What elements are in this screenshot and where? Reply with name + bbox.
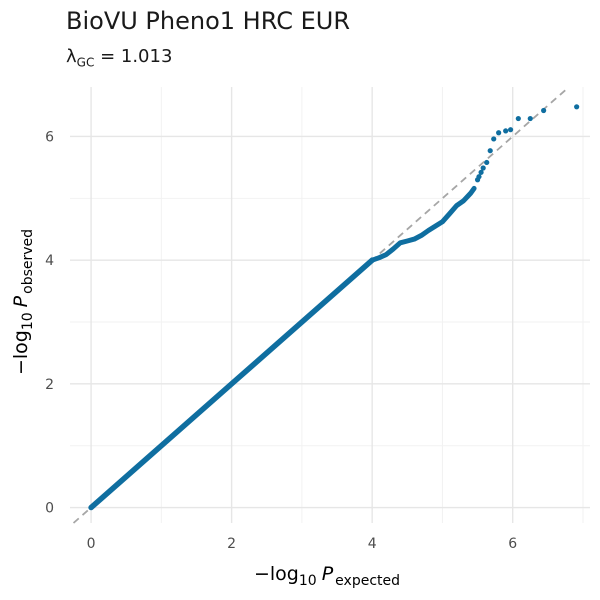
lambda-value: 1.013	[120, 46, 173, 67]
x-axis-title-prefix: −log	[254, 563, 299, 585]
x-axis-title-sub: expected	[335, 573, 400, 589]
lambda-symbol: λ	[66, 46, 77, 67]
y-axis-title-base: 10	[20, 312, 36, 330]
x-tick-label: 6	[508, 536, 517, 552]
y-axis-title-prefix: −log	[10, 330, 32, 375]
observed-point	[507, 127, 514, 133]
y-tick-label: 2	[45, 377, 54, 393]
observed-point	[480, 165, 486, 171]
y-tick-label: 6	[45, 129, 54, 145]
x-tick-label: 0	[87, 536, 96, 552]
chart-title: BioVU Pheno1 HRC EUR	[66, 7, 350, 35]
lambda-equals: =	[94, 46, 121, 67]
x-tick-label: 4	[368, 536, 377, 552]
observed-point	[478, 169, 484, 175]
chart-subtitle: λGC = 1.013	[66, 46, 172, 74]
observed-point	[515, 115, 521, 122]
observed-point	[574, 104, 580, 110]
points-layer	[88, 104, 580, 511]
observed-point	[491, 136, 497, 142]
observed-dense-segment	[88, 257, 375, 511]
y-tick-label: 4	[45, 253, 54, 269]
tick-label-layer: 0 2 4 6 0 2 4 6	[45, 129, 517, 552]
observed-curve	[369, 185, 477, 263]
x-tick-label: 2	[227, 536, 236, 552]
y-axis-title-var: P	[10, 295, 32, 307]
observed-point	[496, 130, 502, 136]
y-axis-title: −log10 Pobserved	[10, 229, 36, 375]
lambda-subscript: GC	[76, 55, 95, 70]
y-axis-title-sub: observed	[20, 229, 36, 294]
observed-point	[476, 174, 482, 180]
y-tick-label: 0	[45, 501, 54, 517]
x-axis-title-base: 10	[299, 573, 317, 589]
x-axis-title-var: P	[322, 563, 334, 585]
observed-point	[541, 107, 547, 114]
observed-point	[503, 128, 509, 134]
observed-point	[527, 115, 533, 122]
observed-point	[487, 148, 493, 154]
observed-point	[484, 159, 490, 166]
grid-layer	[70, 87, 590, 523]
